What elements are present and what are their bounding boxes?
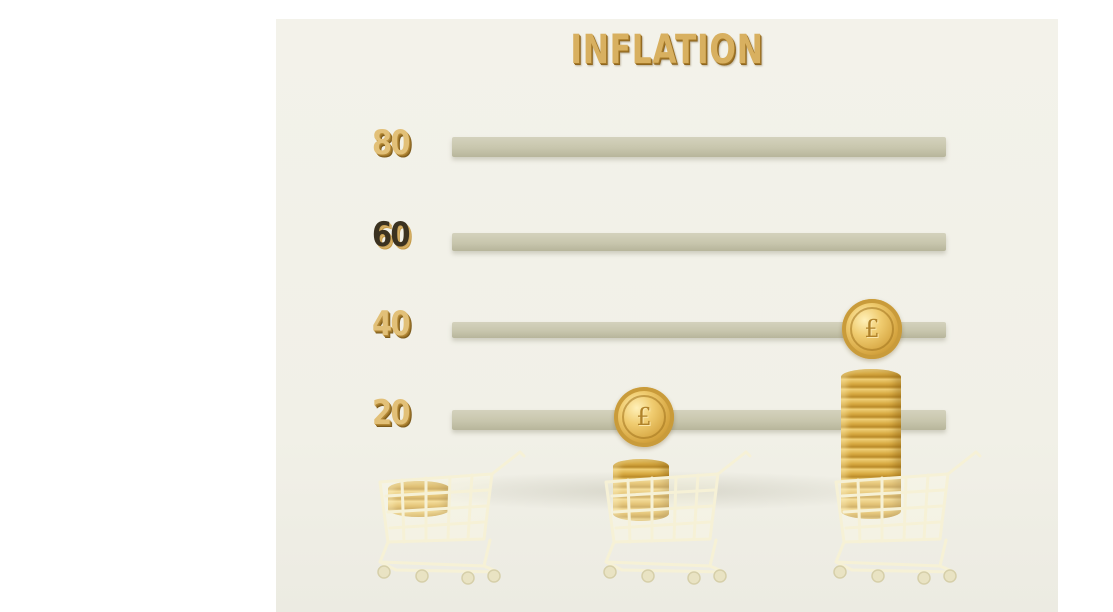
shopping-cart-icon bbox=[372, 444, 532, 589]
shopping-cart-icon bbox=[598, 444, 758, 589]
level-label-20: 20 bbox=[372, 393, 409, 433]
scene-title: INFLATION bbox=[362, 27, 972, 73]
inflation-scene: INFLATION 80 60 40 20 £ £ bbox=[276, 19, 1058, 612]
pound-coin-icon: £ bbox=[842, 299, 902, 359]
shopping-cart-icon bbox=[828, 444, 988, 589]
level-label-60: 60 bbox=[372, 215, 409, 255]
level-label-40: 40 bbox=[372, 304, 409, 344]
pound-coin-icon: £ bbox=[614, 387, 674, 447]
level-label-80: 80 bbox=[372, 123, 409, 163]
shelf-60 bbox=[452, 233, 946, 251]
shelf-80 bbox=[452, 137, 946, 157]
